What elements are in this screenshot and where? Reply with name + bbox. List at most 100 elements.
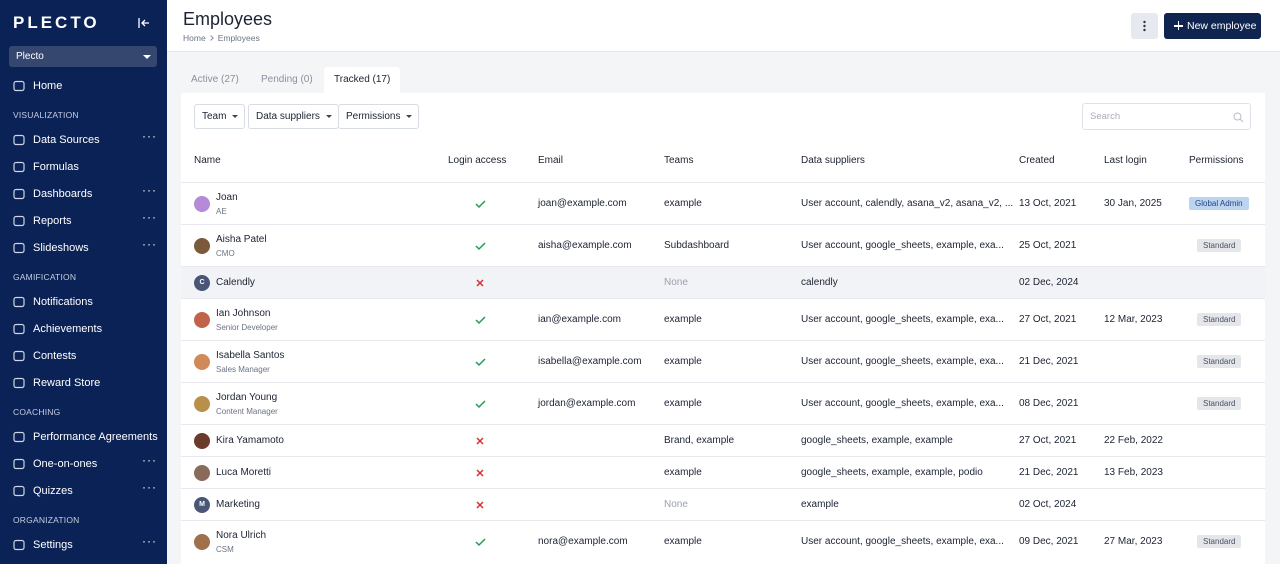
more-icon [1143, 20, 1146, 32]
nav-icon [13, 296, 25, 308]
nav-icon [13, 242, 25, 254]
nav-item[interactable]: Notifications [0, 289, 167, 316]
nav-more[interactable]: ··· [142, 480, 157, 494]
nav-item[interactable]: Performance Agreements [0, 424, 167, 451]
nav-label: One-on-ones [33, 458, 98, 470]
suppliers: google_sheets, example, example, podio [801, 467, 983, 478]
nav-item[interactable]: Reports ··· [0, 208, 167, 235]
table-row[interactable]: Joan AE joan@example.com example User accoun… [181, 182, 1265, 224]
employee-name: Isabella Santos [216, 350, 285, 361]
breadcrumb: Home Employees [183, 33, 260, 43]
nav-label: Home [33, 80, 63, 92]
nav-item[interactable]: One-on-ones ··· [0, 451, 167, 478]
search-input[interactable]: Search [1082, 103, 1251, 130]
table-row[interactable]: Kira Yamamoto Brand, example google_sheets… [181, 424, 1265, 456]
nav-icon [13, 215, 25, 227]
check-icon [475, 358, 486, 367]
nav-item[interactable]: Quizzes ··· [0, 478, 167, 505]
employee-name: Calendly [216, 277, 255, 288]
nav-item[interactable]: Data Sources ··· [0, 127, 167, 154]
table-row[interactable]: Ian Johnson Senior Developer ian@example.c… [181, 298, 1265, 340]
teams: None [664, 277, 688, 288]
tab[interactable]: Tracked (17) [324, 67, 401, 93]
email: ian@example.com [538, 314, 621, 325]
nav-label: Reward Store [33, 377, 101, 389]
collapse-button[interactable] [137, 16, 151, 30]
nav-icon [13, 431, 25, 443]
logo: PLECTO [13, 13, 100, 32]
column-header[interactable]: Last login [1104, 155, 1147, 166]
created: 27 Oct, 2021 [1019, 314, 1077, 325]
avatar [194, 354, 210, 370]
nav-item[interactable]: Contests [0, 343, 167, 370]
filter-dropdown[interactable]: Data suppliers [248, 104, 339, 129]
nav-label: Contests [33, 350, 77, 362]
table-row[interactable]: M Marketing None example 02 Oct, 2024 [181, 488, 1265, 520]
nav-label: Achievements [33, 323, 103, 335]
check-icon [475, 316, 486, 325]
nav-item[interactable]: Formulas [0, 154, 167, 181]
nav-icon [13, 80, 25, 92]
crumb[interactable]: Home [183, 33, 206, 43]
nav-section-title: GAMIFICATION [13, 272, 77, 282]
new-employee-button[interactable]: New employee [1164, 13, 1261, 39]
nav-item[interactable]: Dashboards ··· [0, 181, 167, 208]
tab[interactable]: Pending (0) [261, 74, 313, 85]
nav-more[interactable]: ··· [142, 453, 157, 467]
nav-item[interactable]: Home [0, 73, 167, 100]
nav-label: Data Sources [33, 134, 100, 146]
avatar [194, 396, 210, 412]
table-row[interactable]: Aisha Patel CMO aisha@example.com Subdashbo… [181, 224, 1265, 266]
column-header[interactable]: Data suppliers [801, 155, 865, 166]
table-card: Search Team Data suppliers Permissions Name… [181, 93, 1265, 564]
table-row[interactable]: Isabella Santos Sales Manager isabella@exa… [181, 340, 1265, 382]
cross-icon [476, 469, 484, 477]
last-login: 12 Mar, 2023 [1104, 314, 1163, 325]
check-icon [475, 400, 486, 409]
more-button[interactable] [1131, 13, 1158, 39]
nav-label: Dashboards [33, 188, 93, 200]
column-header[interactable]: Login access [448, 155, 507, 166]
nav-more[interactable]: ··· [142, 210, 157, 224]
email: aisha@example.com [538, 240, 632, 251]
table-row[interactable]: Jordan Young Content Manager jordan@exampl… [181, 382, 1265, 424]
teams: Subdashboard [664, 240, 730, 251]
teams: example [664, 198, 702, 209]
nav-more[interactable]: ··· [142, 183, 157, 197]
nav-item[interactable]: Slideshows ··· [0, 235, 167, 262]
nav-label: Quizzes [33, 485, 73, 497]
teams: example [664, 398, 702, 409]
column-header[interactable]: Created [1019, 155, 1055, 166]
nav-icon [13, 134, 25, 146]
column-header[interactable]: Name [194, 155, 221, 166]
nav-more[interactable]: ··· [142, 237, 157, 251]
table-row[interactable]: Luca Moretti example google_sheets, exampl… [181, 456, 1265, 488]
nav-item[interactable]: Reward Store [0, 370, 167, 397]
created: 02 Dec, 2024 [1019, 277, 1079, 288]
nav-label: Notifications [33, 296, 93, 308]
tab[interactable]: Active (27) [191, 74, 239, 85]
employee-name: Kira Yamamoto [216, 435, 284, 446]
column-header[interactable]: Teams [664, 155, 694, 166]
topbar: Employees Home Employees New employee [167, 0, 1280, 52]
permission-badge: Standard [1197, 535, 1242, 548]
nav-item[interactable]: Settings ··· [0, 532, 167, 559]
column-header[interactable]: Email [538, 155, 564, 166]
nav-icon [13, 458, 25, 470]
cross-icon [476, 501, 484, 509]
check-icon [475, 242, 486, 251]
teams: Brand, example [664, 435, 735, 446]
filter-dropdown[interactable]: Team [194, 104, 246, 129]
account-select[interactable]: Plecto [9, 46, 157, 67]
filter-dropdown[interactable]: Permissions [338, 104, 420, 129]
nav-more[interactable]: ··· [142, 129, 157, 143]
table-row[interactable]: C Calendly None calendly 02 Dec, 2024 [181, 266, 1265, 298]
nav-label: Performance Agreements [33, 431, 158, 443]
nav-more[interactable]: ··· [142, 534, 157, 548]
column-header[interactable]: Permissions [1189, 155, 1244, 166]
login-access-icon [475, 199, 486, 212]
nav-item[interactable]: Achievements [0, 316, 167, 343]
table-row[interactable]: Nora Ulrich CSM nora@example.com example Use… [181, 520, 1265, 562]
employee-role: CSM [216, 545, 234, 554]
employee-name: Marketing [216, 499, 260, 510]
